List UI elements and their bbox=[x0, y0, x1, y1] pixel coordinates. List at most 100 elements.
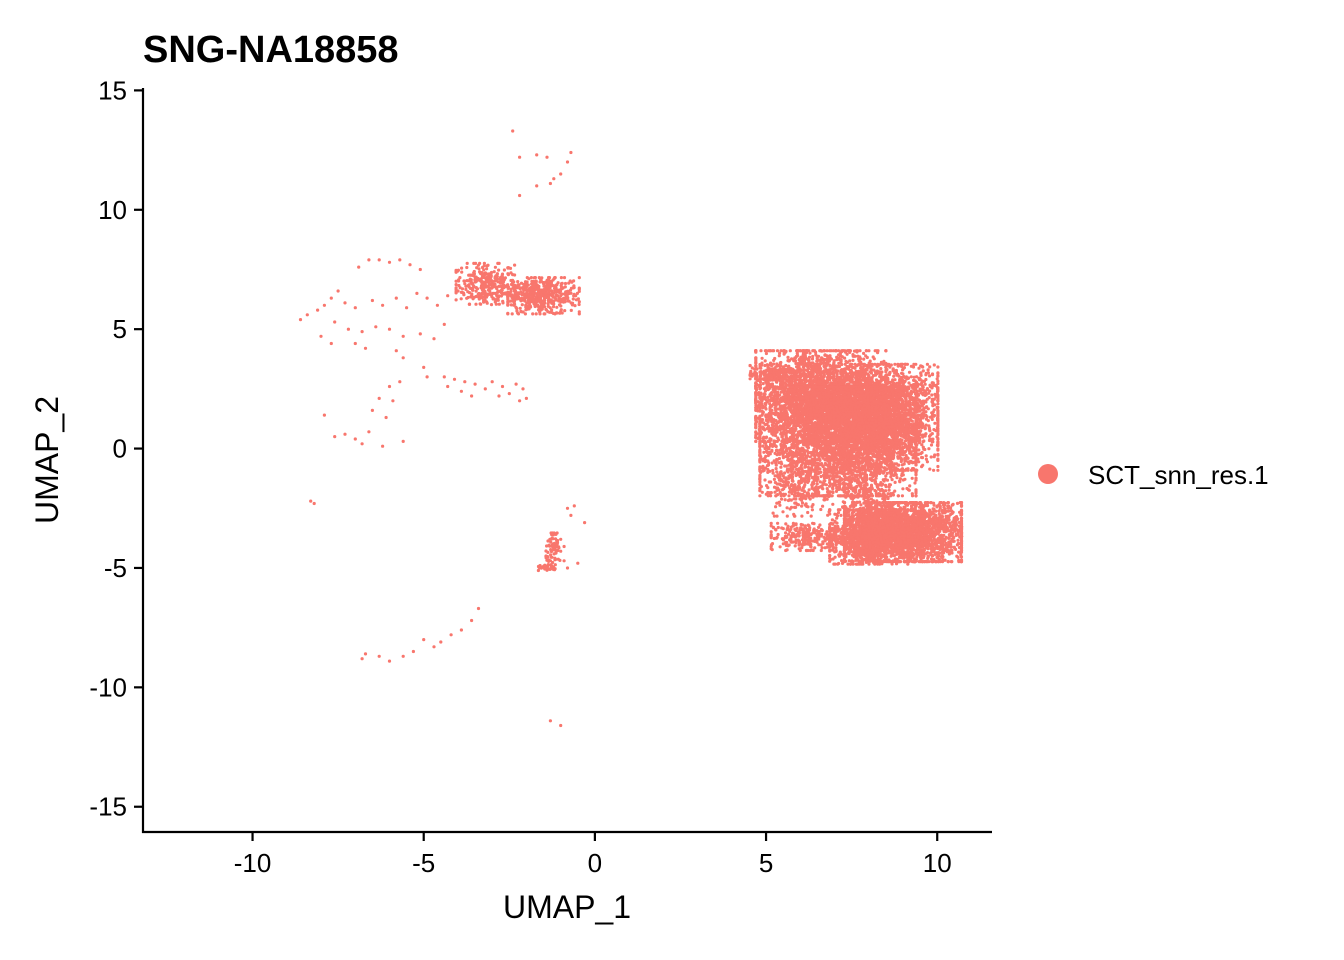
data-point bbox=[387, 384, 392, 389]
data-point bbox=[316, 308, 320, 312]
data-point bbox=[928, 383, 932, 387]
data-point bbox=[526, 292, 530, 296]
data-point bbox=[577, 286, 581, 290]
data-point bbox=[563, 285, 567, 289]
data-point bbox=[485, 272, 489, 276]
data-point bbox=[519, 290, 523, 294]
data-point bbox=[565, 506, 570, 510]
data-point bbox=[825, 379, 829, 383]
data-point bbox=[559, 537, 563, 541]
data-point bbox=[518, 155, 522, 159]
data-point bbox=[509, 278, 513, 283]
data-point bbox=[377, 396, 381, 400]
data-point bbox=[888, 371, 892, 375]
data-point bbox=[904, 375, 909, 379]
data-point bbox=[506, 286, 510, 290]
data-point bbox=[808, 375, 812, 379]
data-point bbox=[312, 501, 316, 506]
data-point bbox=[835, 358, 839, 362]
data-point bbox=[353, 437, 357, 441]
data-point bbox=[544, 307, 548, 311]
data-point bbox=[822, 373, 826, 377]
data-point bbox=[574, 298, 579, 302]
data-point bbox=[922, 379, 927, 383]
data-point bbox=[545, 281, 549, 285]
data-point bbox=[540, 302, 544, 306]
data-point bbox=[526, 283, 530, 287]
data-point bbox=[391, 399, 395, 403]
data-point bbox=[780, 404, 784, 408]
data-point bbox=[520, 293, 524, 297]
data-point bbox=[492, 297, 496, 301]
data-point bbox=[541, 281, 546, 285]
data-point bbox=[853, 362, 857, 366]
data-point bbox=[851, 353, 855, 357]
data-point bbox=[322, 303, 326, 307]
data-point bbox=[510, 281, 515, 285]
data-point bbox=[401, 439, 405, 443]
data-point bbox=[538, 312, 542, 316]
data-point bbox=[534, 282, 538, 286]
data-point bbox=[924, 371, 928, 375]
data-point bbox=[367, 430, 371, 434]
data-point bbox=[893, 362, 897, 366]
data-point bbox=[498, 277, 502, 281]
data-point bbox=[533, 276, 537, 280]
data-point bbox=[343, 432, 347, 436]
data-point bbox=[864, 349, 869, 353]
data-point bbox=[828, 364, 832, 368]
data-point bbox=[868, 359, 872, 363]
data-point bbox=[899, 364, 904, 368]
data-point bbox=[569, 286, 574, 290]
data-point bbox=[550, 301, 554, 305]
data-point bbox=[577, 300, 581, 304]
data-point bbox=[460, 270, 464, 274]
data-point bbox=[904, 362, 908, 366]
data-point bbox=[800, 356, 804, 360]
data-point bbox=[789, 397, 793, 401]
data-point bbox=[921, 369, 925, 373]
data-point bbox=[418, 267, 422, 272]
data-point bbox=[909, 383, 913, 387]
data-point bbox=[832, 368, 836, 372]
data-point bbox=[785, 399, 789, 404]
data-point bbox=[408, 263, 412, 267]
data-point bbox=[555, 305, 559, 309]
data-point bbox=[542, 299, 546, 303]
data-point bbox=[546, 310, 550, 314]
data-point bbox=[525, 280, 529, 284]
data-point bbox=[442, 375, 446, 379]
data-point bbox=[816, 370, 820, 374]
data-point bbox=[862, 351, 866, 355]
data-point bbox=[936, 379, 940, 383]
data-point bbox=[869, 362, 873, 366]
data-point bbox=[497, 261, 501, 265]
data-point bbox=[454, 286, 458, 290]
data-point bbox=[917, 366, 921, 370]
data-point bbox=[401, 654, 405, 658]
data-point bbox=[539, 299, 543, 303]
data-point bbox=[878, 372, 883, 376]
data-point bbox=[556, 281, 560, 285]
data-point bbox=[583, 521, 587, 525]
data-point bbox=[459, 389, 463, 393]
data-point bbox=[764, 418, 769, 422]
data-point bbox=[547, 299, 551, 304]
data-point bbox=[832, 362, 836, 366]
data-point bbox=[381, 303, 385, 307]
data-point bbox=[439, 640, 443, 644]
data-point bbox=[868, 370, 872, 374]
data-point bbox=[499, 289, 503, 293]
data-point bbox=[465, 265, 469, 270]
data-point bbox=[933, 392, 937, 396]
data-point bbox=[336, 289, 340, 293]
data-point bbox=[925, 362, 930, 366]
data-point bbox=[509, 289, 513, 293]
data-point bbox=[466, 290, 470, 294]
data-point bbox=[474, 302, 478, 306]
data-point bbox=[535, 184, 539, 188]
data-point bbox=[468, 273, 472, 277]
data-point bbox=[469, 295, 473, 299]
data-point bbox=[828, 378, 832, 382]
data-point bbox=[480, 265, 485, 270]
